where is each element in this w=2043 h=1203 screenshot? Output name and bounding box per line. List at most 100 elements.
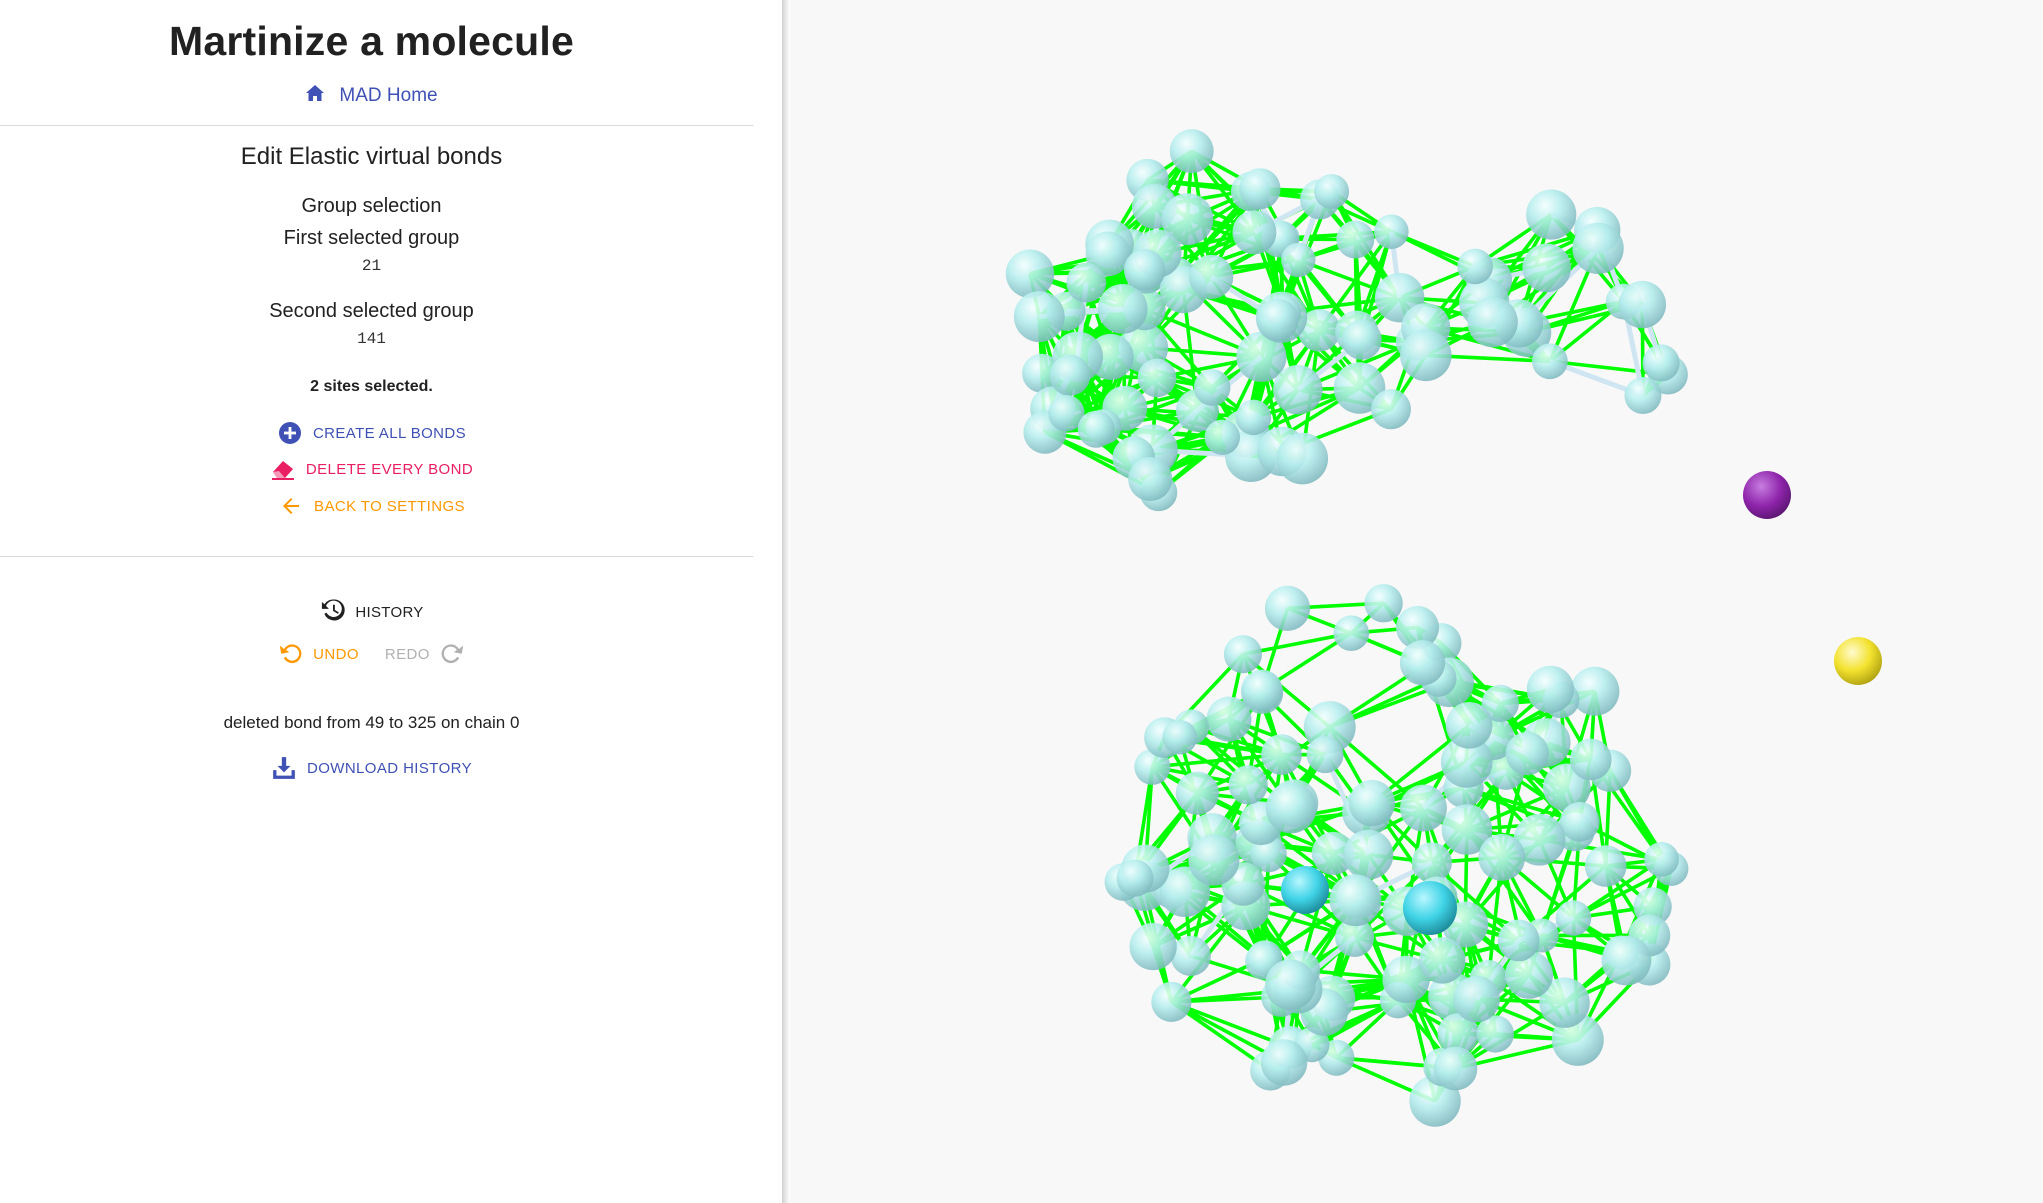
bead[interactable]	[1601, 935, 1652, 986]
bead[interactable]	[1228, 765, 1268, 805]
bead[interactable]	[1348, 780, 1396, 827]
bead[interactable]	[1005, 249, 1055, 298]
bead[interactable]	[1097, 283, 1148, 334]
bead[interactable]	[1116, 859, 1154, 897]
bead[interactable]	[1306, 736, 1344, 774]
bead[interactable]	[1066, 262, 1107, 303]
bead[interactable]	[1123, 249, 1166, 291]
bead[interactable]	[1256, 298, 1299, 342]
bead[interactable]	[1129, 922, 1177, 971]
bead[interactable]	[1382, 955, 1430, 1004]
bead[interactable]	[1555, 900, 1592, 936]
bead[interactable]	[1232, 210, 1277, 255]
selected-bead-purple[interactable]	[1743, 471, 1791, 519]
bead[interactable]	[1241, 669, 1283, 712]
bead[interactable]	[1467, 296, 1518, 348]
bead[interactable]	[1399, 640, 1446, 686]
bead[interactable]	[1273, 364, 1323, 415]
bead[interactable]	[1333, 362, 1386, 414]
bead[interactable]	[1314, 174, 1350, 210]
bead[interactable]	[1497, 919, 1540, 962]
bead[interactable]	[1343, 829, 1394, 880]
back-to-settings-button[interactable]: BACK TO SETTINGS	[0, 493, 743, 519]
molecule-canvas[interactable]	[790, 0, 2043, 1203]
bead[interactable]	[1433, 1046, 1478, 1091]
bead[interactable]	[1526, 189, 1577, 240]
selected-bead-yellow[interactable]	[1834, 637, 1882, 685]
bead[interactable]	[1128, 456, 1173, 502]
bead[interactable]	[1085, 231, 1131, 277]
selected-bead-cyan[interactable]	[1281, 866, 1329, 914]
bead[interactable]	[1513, 813, 1566, 866]
bead[interactable]	[1440, 736, 1493, 788]
bead[interactable]	[1049, 354, 1091, 396]
bead[interactable]	[1170, 935, 1211, 977]
bead[interactable]	[1531, 343, 1568, 380]
bead[interactable]	[1481, 684, 1519, 723]
delete-every-bond-button[interactable]: DELETE EVERY BOND	[0, 456, 743, 482]
bead[interactable]	[1642, 344, 1680, 382]
bead[interactable]	[1281, 242, 1316, 278]
bead[interactable]	[1162, 719, 1198, 755]
bead[interactable]	[1193, 369, 1231, 406]
bead[interactable]	[1476, 1015, 1514, 1053]
bead[interactable]	[1624, 377, 1662, 415]
bead[interactable]	[1478, 834, 1526, 881]
bead[interactable]	[1400, 784, 1447, 832]
bead[interactable]	[1618, 280, 1667, 329]
bead[interactable]	[1169, 129, 1214, 174]
create-all-bonds-button[interactable]: CREATE ALL BONDS	[0, 420, 743, 446]
bead[interactable]	[1419, 937, 1466, 984]
bead[interactable]	[1370, 389, 1411, 430]
bead[interactable]	[1329, 874, 1382, 927]
bead[interactable]	[1333, 615, 1370, 651]
bead[interactable]	[1236, 331, 1287, 382]
redo-button[interactable]: REDO	[385, 638, 466, 670]
bead[interactable]	[1206, 696, 1252, 742]
bead[interactable]	[1151, 981, 1192, 1022]
bead[interactable]	[1048, 395, 1085, 432]
bead[interactable]	[1526, 665, 1575, 714]
bead[interactable]	[1235, 399, 1272, 436]
bead[interactable]	[1265, 782, 1317, 834]
bead[interactable]	[1457, 248, 1493, 285]
bead[interactable]	[1239, 168, 1281, 210]
bead[interactable]	[1411, 842, 1452, 883]
bead[interactable]	[1336, 220, 1375, 259]
bead[interactable]	[1505, 731, 1549, 776]
bead[interactable]	[1644, 842, 1679, 877]
bead[interactable]	[1175, 771, 1219, 815]
bead[interactable]	[1264, 585, 1311, 631]
download-history-button[interactable]: DOWNLOAD HISTORY	[0, 755, 743, 781]
bead[interactable]	[1364, 584, 1403, 623]
bead[interactable]	[1539, 977, 1590, 1028]
bead[interactable]	[1161, 193, 1214, 246]
bead[interactable]	[1260, 1039, 1308, 1086]
bead[interactable]	[1134, 748, 1171, 785]
undo-button[interactable]: UNDO	[277, 638, 359, 670]
bead[interactable]	[1374, 214, 1409, 249]
bead[interactable]	[1437, 1013, 1479, 1055]
bead[interactable]	[1453, 975, 1500, 1023]
bead[interactable]	[1441, 804, 1493, 855]
bead[interactable]	[1396, 605, 1440, 649]
bead[interactable]	[1569, 738, 1612, 781]
bead[interactable]	[1189, 254, 1234, 300]
bead[interactable]	[1570, 666, 1620, 716]
bead[interactable]	[1522, 243, 1572, 293]
bead[interactable]	[1559, 801, 1600, 842]
bead[interactable]	[1077, 410, 1115, 448]
home-link[interactable]: MAD Home	[0, 84, 743, 108]
bead[interactable]	[1013, 291, 1065, 343]
bead[interactable]	[1265, 959, 1316, 1011]
bead[interactable]	[1223, 635, 1262, 674]
bead[interactable]	[1445, 702, 1493, 749]
bead[interactable]	[1341, 319, 1382, 360]
bead[interactable]	[1297, 309, 1341, 352]
bead[interactable]	[1311, 831, 1355, 875]
bead[interactable]	[1188, 834, 1240, 886]
bead[interactable]	[1261, 734, 1302, 775]
bead[interactable]	[1335, 917, 1375, 957]
selected-bead-cyan-2[interactable]	[1403, 881, 1457, 935]
bead[interactable]	[1137, 358, 1177, 398]
